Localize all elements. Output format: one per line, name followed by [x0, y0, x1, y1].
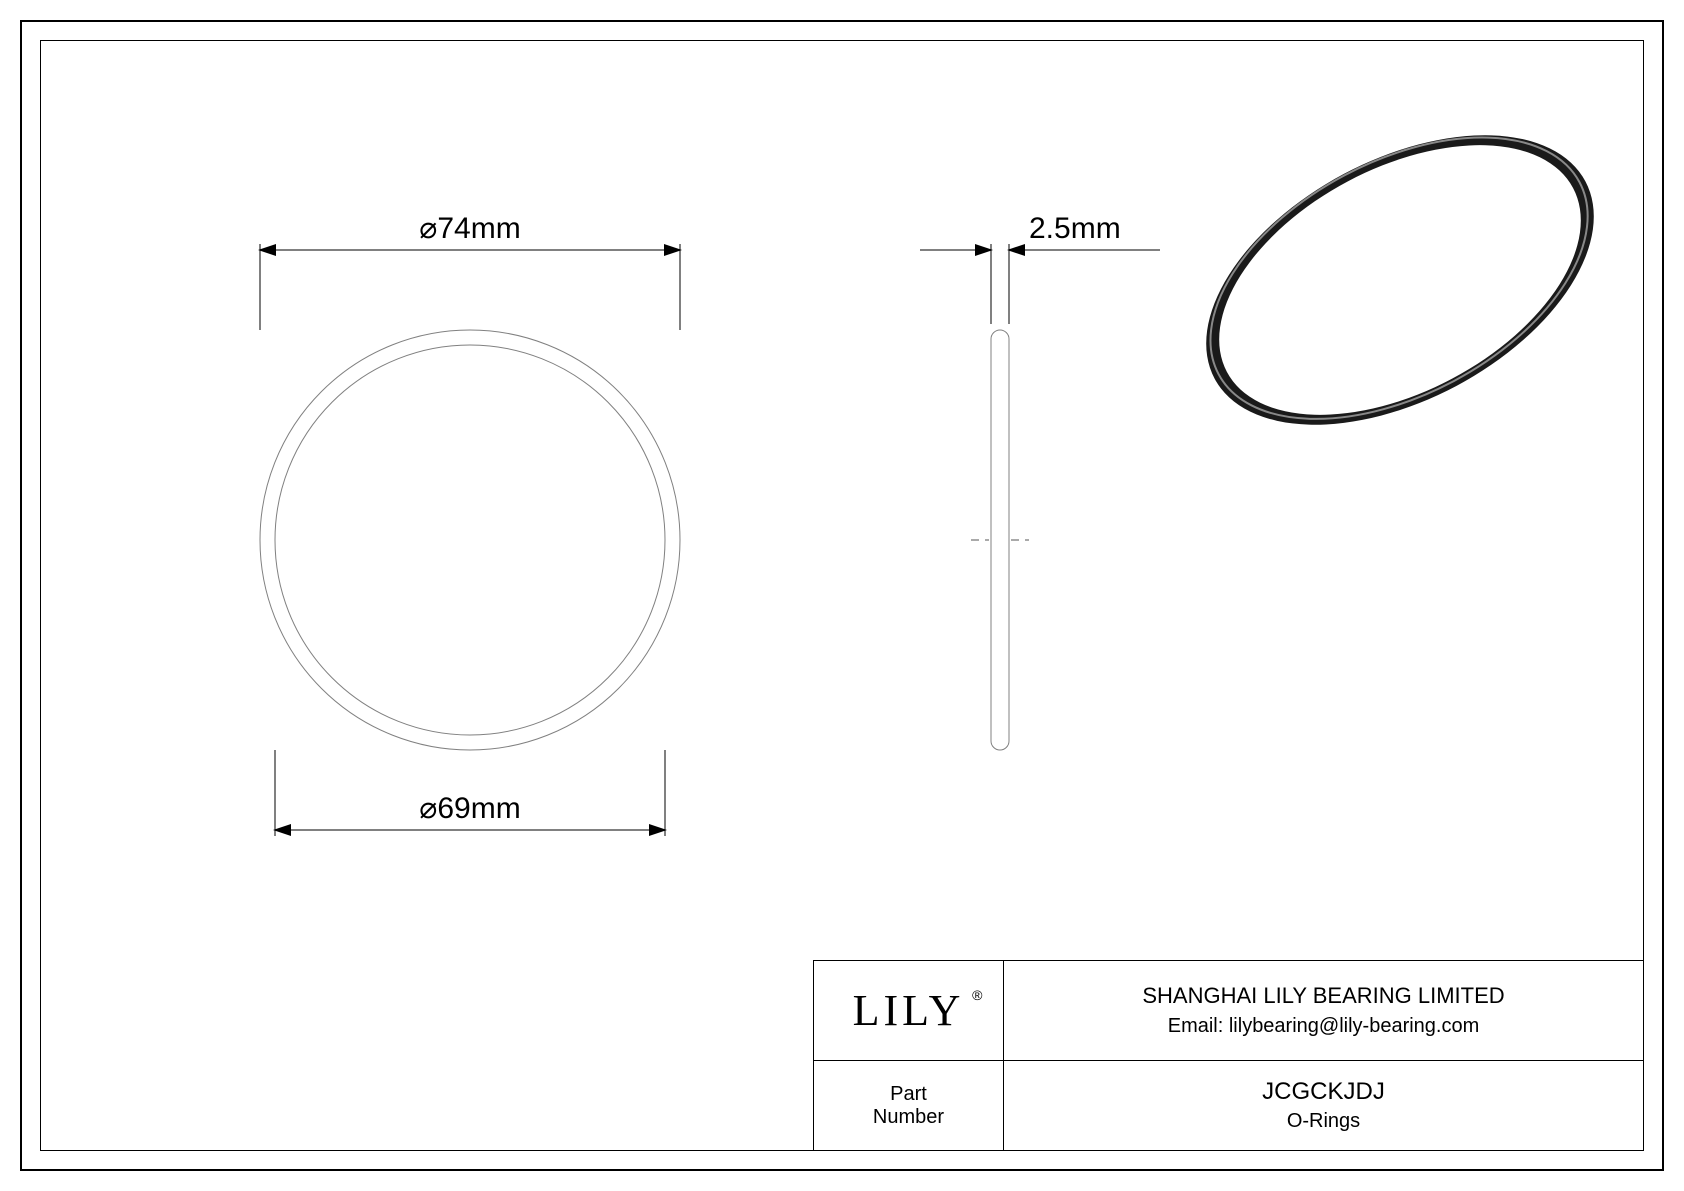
title-block-row-2: Part Number JCGCKJDJ O-Rings	[814, 1061, 1644, 1151]
title-block: LILY ® SHANGHAI LILY BEARING LIMITED Emai…	[813, 960, 1644, 1151]
front-view-outer-circle	[260, 330, 680, 750]
dimension-outer-diameter: ⌀74mm	[260, 212, 680, 330]
company-logo: LILY®	[853, 985, 965, 1036]
dimension-inner-diameter: ⌀69mm	[275, 750, 665, 836]
iso-ring-hole	[1175, 89, 1626, 470]
side-view	[971, 330, 1029, 750]
title-block-row-1: LILY ® SHANGHAI LILY BEARING LIMITED Emai…	[814, 961, 1644, 1061]
part-number-header-cell: Part Number	[814, 1061, 1004, 1151]
part-number-header: Part Number	[873, 1083, 944, 1129]
part-number: JCGCKJDJ	[1262, 1078, 1385, 1106]
company-name: SHANGHAI LILY BEARING LIMITED	[1142, 983, 1504, 1009]
inner-diameter-label: ⌀69mm	[419, 792, 520, 825]
isometric-view	[1158, 75, 1642, 484]
cross-section-label: 2.5mm	[1029, 212, 1121, 245]
product-name: O-Rings	[1287, 1110, 1360, 1133]
side-view-profile	[991, 330, 1009, 750]
front-view-inner-circle	[275, 345, 665, 735]
dimension-cross-section: 2.5mm	[920, 212, 1160, 324]
outer-diameter-label: ⌀74mm	[419, 212, 520, 245]
title-block-company-cell: SHANGHAI LILY BEARING LIMITED Email: lil…	[1004, 961, 1644, 1061]
company-email: Email: lilybearing@lily-bearing.com	[1168, 1015, 1480, 1038]
front-view	[260, 330, 680, 750]
title-block-logo-cell: LILY ®	[814, 961, 1004, 1061]
part-number-cell: JCGCKJDJ O-Rings	[1004, 1061, 1644, 1151]
logo-text: LILY	[853, 986, 965, 1035]
registered-mark: ®	[972, 987, 982, 1003]
